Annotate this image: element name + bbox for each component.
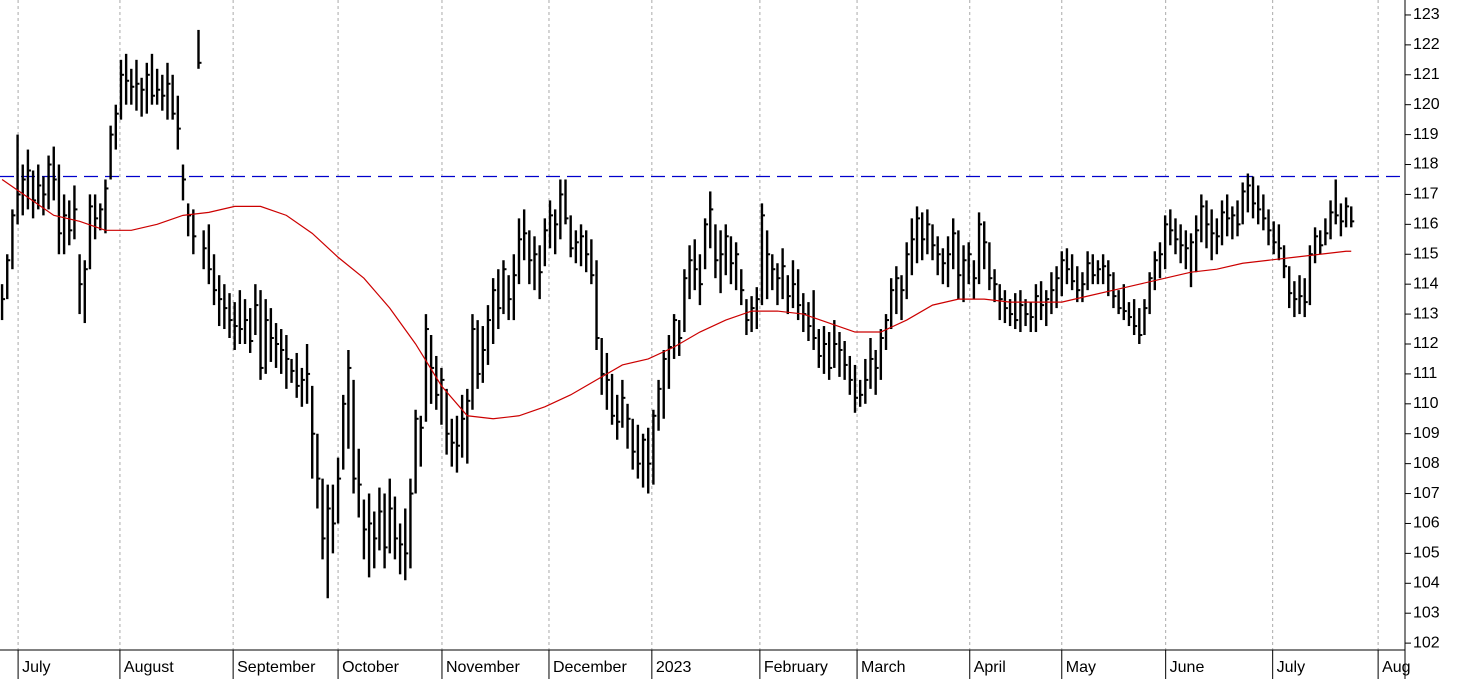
y-tick-label: 115 [1413,245,1439,262]
y-tick-label: 117 [1413,186,1439,203]
y-tick-label: 123 [1413,6,1440,23]
y-tick-label: 118 [1413,156,1439,173]
y-tick-label: 121 [1413,66,1440,83]
x-tick-label: June [1170,659,1205,676]
x-tick-label: April [974,659,1006,676]
x-tick-label: October [342,659,400,676]
y-tick-label: 113 [1413,305,1439,322]
y-tick-label: 107 [1413,485,1440,502]
y-tick-label: 104 [1413,575,1440,592]
x-tick-label: July [1277,659,1305,676]
y-tick-label: 109 [1413,425,1440,442]
y-tick-label: 111 [1413,365,1437,382]
x-tick-label: February [764,659,828,676]
moving-average [1,178,1352,420]
y-tick-label: 106 [1413,515,1440,532]
y-tick-label: 119 [1413,126,1439,143]
x-tick-label: September [237,659,316,676]
x-tick-label: 2023 [656,659,692,676]
y-tick-label: 122 [1413,36,1440,53]
y-tick-label: 112 [1413,335,1439,352]
y-tick-label: 102 [1413,634,1440,651]
x-tick-label: May [1066,659,1096,676]
x-tick-label: July [22,659,50,676]
x-tick-label: March [861,659,905,676]
y-tick-label: 114 [1413,275,1439,292]
y-tick-label: 120 [1413,96,1440,113]
x-tick-label: August [124,659,174,676]
y-tick-label: 103 [1413,604,1440,621]
y-tick-label: 105 [1413,545,1440,562]
x-tick-label: November [446,659,520,676]
y-tick-label: 108 [1413,455,1440,472]
y-tick-label: 110 [1413,395,1439,412]
x-tick-label: Aug [1382,659,1410,676]
y-tick-label: 116 [1413,216,1439,233]
x-tick-label: December [553,659,627,676]
